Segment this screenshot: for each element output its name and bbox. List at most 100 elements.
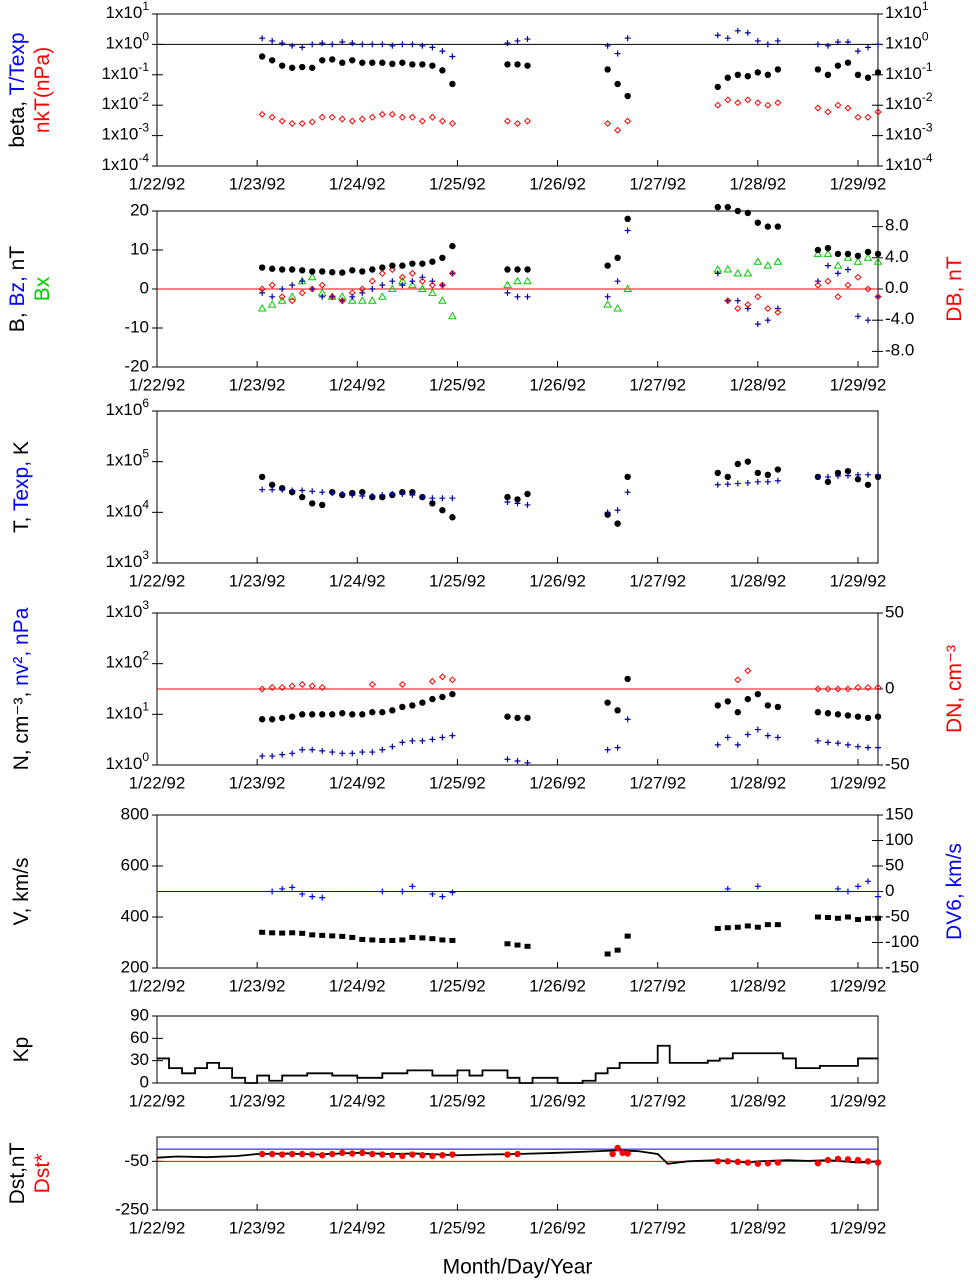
x-tick-label: 1/29/92 (830, 571, 887, 590)
point (259, 929, 266, 935)
y-tick-label: -50 (124, 1151, 149, 1170)
point (399, 59, 406, 66)
point (714, 469, 721, 477)
point (429, 258, 436, 265)
point (614, 254, 621, 261)
point (854, 273, 862, 281)
x-tick-label: 1/29/92 (830, 976, 887, 995)
point (439, 734, 446, 741)
point (854, 476, 862, 483)
point (754, 321, 761, 328)
x-tick-label: 1/23/92 (229, 1091, 286, 1110)
point (309, 286, 316, 292)
point (734, 460, 742, 468)
point (623, 284, 633, 292)
point (329, 749, 336, 756)
x-tick-label: 1/27/92 (629, 1091, 686, 1110)
point (774, 305, 781, 312)
x-tick-label: 1/24/92 (329, 571, 386, 590)
point (449, 495, 456, 502)
point (514, 1150, 521, 1158)
point (428, 677, 436, 685)
point (824, 1156, 832, 1164)
tick-exponent: 2 (142, 649, 149, 663)
point (774, 66, 782, 73)
y-tick-label: 1x10-4 (885, 151, 933, 174)
point (834, 250, 842, 258)
tick-exponent: 6 (142, 396, 149, 410)
point (844, 467, 852, 475)
point (754, 1160, 762, 1167)
x-tick-label: 1/23/92 (229, 174, 286, 193)
point (714, 101, 722, 109)
y-tick-label: -50 (885, 906, 910, 925)
y-tick-label: 150 (885, 804, 913, 823)
plot-frame (156, 1015, 879, 1084)
point (614, 1144, 621, 1152)
point (523, 276, 532, 285)
point (774, 223, 782, 230)
point (744, 695, 752, 703)
point (743, 268, 753, 277)
point (503, 117, 511, 125)
x-tick-label: 1/27/92 (629, 174, 686, 193)
x-tick-label: 1/24/92 (329, 1218, 386, 1237)
y-tick-label: 1x100 (105, 750, 149, 773)
tick-base: 1x10 (885, 95, 922, 114)
tick-base: 1x10 (105, 754, 142, 773)
point (614, 126, 622, 134)
point (258, 473, 266, 481)
point (744, 72, 752, 80)
point (844, 1156, 852, 1163)
x-tick-label: 1/29/92 (830, 174, 887, 193)
point (744, 667, 752, 675)
point (875, 744, 881, 751)
point (399, 937, 406, 943)
point (409, 41, 416, 48)
y-tick-label: -4.0 (885, 310, 914, 329)
point (418, 117, 426, 125)
point (389, 278, 396, 285)
point (379, 888, 386, 895)
point (734, 480, 741, 487)
point (814, 685, 822, 693)
y-tick-label: 20 (130, 200, 149, 219)
point (389, 707, 396, 714)
point (504, 498, 511, 505)
point (359, 488, 366, 496)
point (428, 281, 436, 289)
point (734, 924, 741, 930)
axis-label-part: DB, nT (943, 256, 966, 322)
y-tick-label: 1x10-1 (101, 60, 149, 83)
point (624, 675, 631, 683)
point (419, 737, 426, 744)
point (429, 736, 436, 743)
point (714, 481, 721, 488)
y-tick-label: -10 (124, 317, 149, 336)
tick-base: 1x10 (885, 34, 922, 53)
axis-label: V, km/s (10, 857, 33, 925)
x-tick-label: 1/22/92 (129, 1091, 186, 1110)
point (824, 915, 831, 921)
point (714, 32, 721, 39)
point (864, 481, 872, 488)
point (449, 514, 456, 521)
point (319, 932, 326, 938)
point (814, 41, 821, 48)
point (834, 740, 841, 747)
point (834, 62, 842, 69)
point (864, 74, 872, 81)
axis-label-part: beta, (6, 101, 29, 148)
y-tick-label: 10 (130, 239, 149, 258)
point (864, 683, 872, 691)
tick-base: 1x10 (885, 3, 922, 22)
axis-label-part: K (10, 441, 33, 455)
point (329, 56, 336, 63)
x-tick-label: 1/22/92 (129, 375, 186, 394)
point (349, 57, 356, 64)
point (288, 266, 296, 273)
point (409, 491, 416, 498)
y-tick-label: 1x104 (105, 498, 149, 521)
point (754, 293, 762, 301)
step-line (157, 1044, 878, 1084)
